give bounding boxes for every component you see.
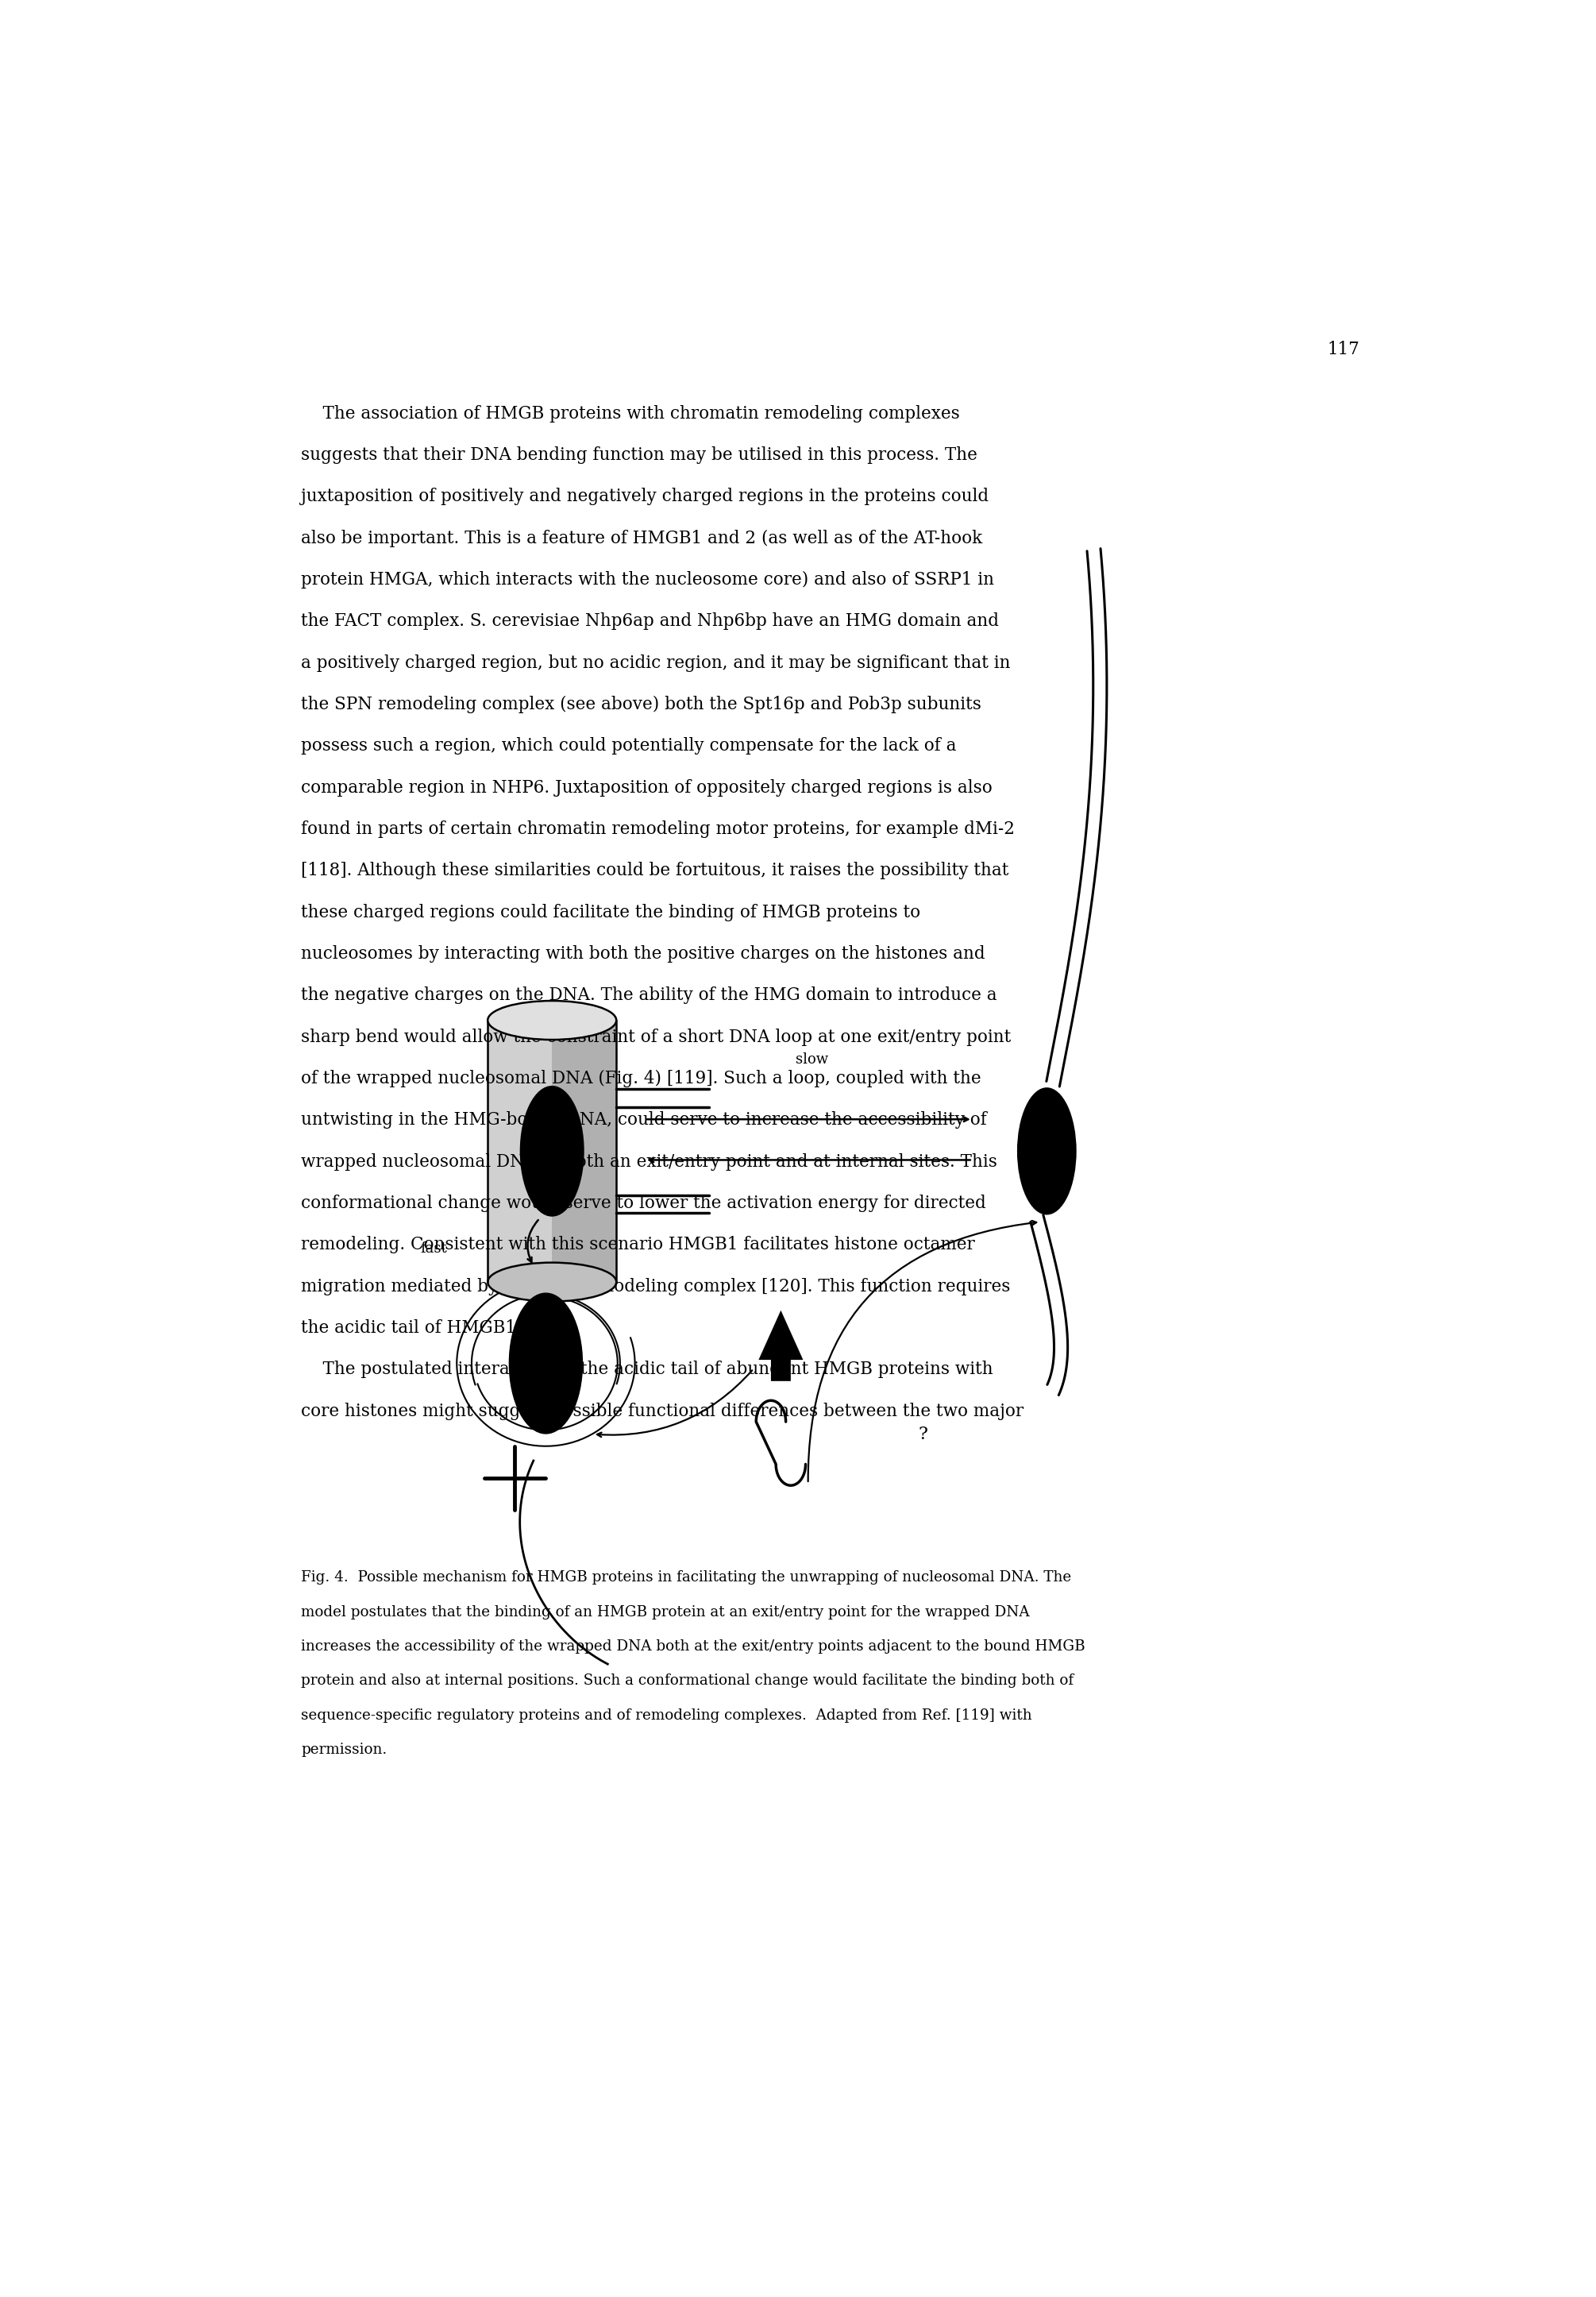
Text: slow: slow [795, 1052, 828, 1066]
Text: these charged regions could facilitate the binding of HMGB proteins to: these charged regions could facilitate t… [302, 903, 921, 921]
Text: model postulates that the binding of an HMGB protein at an exit/entry point for : model postulates that the binding of an … [302, 1606, 1029, 1619]
Text: migration mediated by the ACF remodeling complex [120]. This function requires: migration mediated by the ACF remodeling… [302, 1277, 1010, 1296]
Text: nucleosomes by interacting with both the positive charges on the histones and: nucleosomes by interacting with both the… [302, 944, 985, 962]
Text: The postulated interaction of the acidic tail of abundant HMGB proteins with: The postulated interaction of the acidic… [302, 1360, 993, 1378]
Text: sequence-specific regulatory proteins and of remodeling complexes.  Adapted from: sequence-specific regulatory proteins an… [302, 1709, 1033, 1723]
Ellipse shape [509, 1293, 583, 1433]
Text: a positively charged region, but no acidic region, and it may be significant tha: a positively charged region, but no acid… [302, 655, 1010, 671]
Text: increases the accessibility of the wrapped DNA both at the exit/entry points adj: increases the accessibility of the wrapp… [302, 1640, 1085, 1654]
Polygon shape [758, 1309, 803, 1380]
Ellipse shape [488, 1263, 616, 1302]
Text: the negative charges on the DNA. The ability of the HMG domain to introduce a: the negative charges on the DNA. The abi… [302, 988, 998, 1004]
Text: fast: fast [420, 1240, 447, 1256]
Text: protein HMGA, which interacts with the nucleosome core) and also of SSRP1 in: protein HMGA, which interacts with the n… [302, 572, 994, 588]
Text: juxtaposition of positively and negatively charged regions in the proteins could: juxtaposition of positively and negative… [302, 487, 988, 505]
Text: the FACT complex. S. cerevisiae Nhp6ap and Nhp6bp have an HMG domain and: the FACT complex. S. cerevisiae Nhp6ap a… [302, 613, 999, 629]
Bar [488, 1020, 616, 1282]
Text: Fig. 4.  Possible mechanism for HMGB proteins in facilitating the unwrapping of : Fig. 4. Possible mechanism for HMGB prot… [302, 1571, 1071, 1585]
Text: core histones might suggest possible functional differences between the two majo: core histones might suggest possible fun… [302, 1401, 1023, 1420]
Ellipse shape [488, 1001, 616, 1041]
Text: 117: 117 [1328, 340, 1360, 358]
Text: permission.: permission. [302, 1743, 386, 1757]
Ellipse shape [520, 1086, 584, 1217]
Text: remodeling. Consistent with this scenario HMGB1 facilitates histone octamer: remodeling. Consistent with this scenari… [302, 1236, 975, 1254]
Text: possess such a region, which could potentially compensate for the lack of a: possess such a region, which could poten… [302, 737, 956, 756]
Text: the SPN remodeling complex (see above) both the Spt16p and Pob3p subunits: the SPN remodeling complex (see above) b… [302, 696, 982, 714]
Text: suggests that their DNA bending function may be utilised in this process. The: suggests that their DNA bending function… [302, 446, 977, 464]
Text: [118]. Although these similarities could be fortuitous, it raises the possibilit: [118]. Although these similarities could… [302, 861, 1009, 880]
Text: comparable region in NHP6. Juxtaposition of oppositely charged regions is also: comparable region in NHP6. Juxtaposition… [302, 779, 993, 797]
Text: found in parts of certain chromatin remodeling motor proteins, for example dMi-2: found in parts of certain chromatin remo… [302, 820, 1015, 838]
Text: ?: ? [918, 1426, 927, 1443]
Text: protein and also at internal positions. Such a conformational change would facil: protein and also at internal positions. … [302, 1675, 1074, 1688]
Text: conformational change would serve to lower the activation energy for directed: conformational change would serve to low… [302, 1194, 986, 1213]
Text: The association of HMGB proteins with chromatin remodeling complexes: The association of HMGB proteins with ch… [302, 404, 959, 423]
Text: also be important. This is a feature of HMGB1 and 2 (as well as of the AT-hook: also be important. This is a feature of … [302, 528, 983, 547]
Text: of the wrapped nucleosomal DNA (Fig. 4) [119]. Such a loop, coupled with the: of the wrapped nucleosomal DNA (Fig. 4) … [302, 1070, 982, 1086]
Text: sharp bend would allow the constraint of a short DNA loop at one exit/entry poin: sharp bend would allow the constraint of… [302, 1029, 1010, 1045]
Text: the acidic tail of HMGB1 [120].: the acidic tail of HMGB1 [120]. [302, 1318, 573, 1337]
Text: untwisting in the HMG-bound DNA, could serve to increase the accessibility of: untwisting in the HMG-bound DNA, could s… [302, 1112, 986, 1128]
Ellipse shape [1017, 1086, 1076, 1215]
Bar [552, 1020, 616, 1282]
Text: wrapped nucleosomal DNA at both an exit/entry point and at internal sites. This: wrapped nucleosomal DNA at both an exit/… [302, 1153, 998, 1171]
